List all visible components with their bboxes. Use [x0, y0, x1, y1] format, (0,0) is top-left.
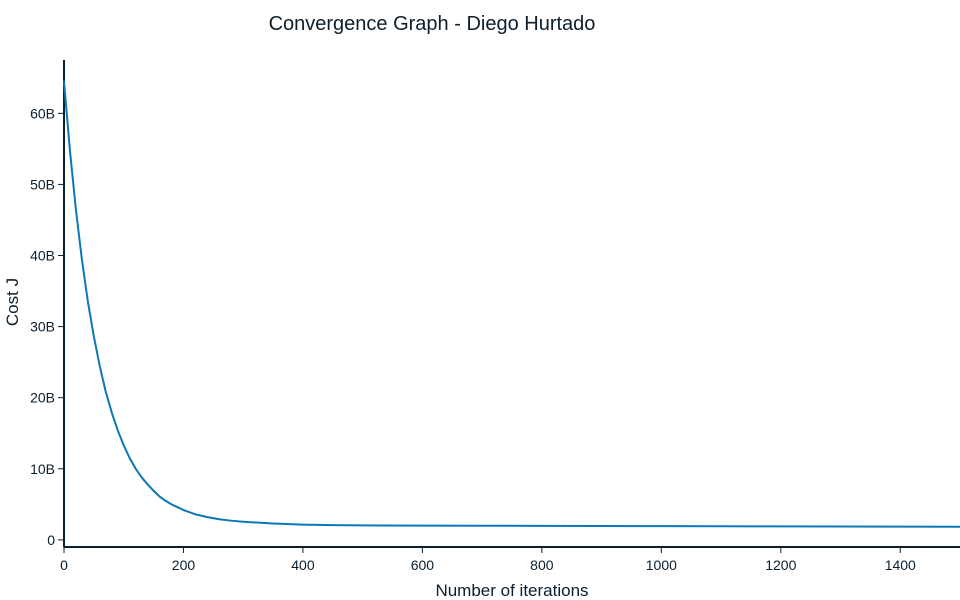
y-tick-label: 50B	[30, 176, 55, 192]
y-tick-label: 0	[47, 532, 55, 548]
y-tick-label: 60B	[30, 105, 55, 121]
y-axis-ticks: 0 10B 20B 30B 40B 50B 60B	[30, 105, 64, 548]
y-tick-label: 20B	[30, 390, 55, 406]
x-tick-label: 800	[530, 557, 554, 573]
chart-title: Convergence Graph - Diego Hurtado	[269, 13, 596, 35]
y-tick-label: 30B	[30, 319, 55, 335]
cost-series-line	[63, 80, 960, 528]
x-tick-label: 200	[172, 557, 196, 573]
x-tick-label: 0	[60, 557, 68, 573]
y-tick-label: 10B	[30, 461, 55, 477]
x-tick-label: 1200	[765, 557, 796, 573]
x-tick-label: 1400	[885, 557, 916, 573]
x-axis-ticks: 0 200 400 600 800 1000 1200 1400	[60, 547, 916, 573]
x-tick-label: 1000	[646, 557, 677, 573]
series-group	[63, 80, 960, 528]
x-tick-label: 600	[411, 557, 435, 573]
y-axis-label: Cost J	[3, 278, 22, 326]
x-tick-label: 400	[291, 557, 315, 573]
y-tick-label: 40B	[30, 248, 55, 264]
x-axis-label: Number of iterations	[435, 581, 588, 600]
